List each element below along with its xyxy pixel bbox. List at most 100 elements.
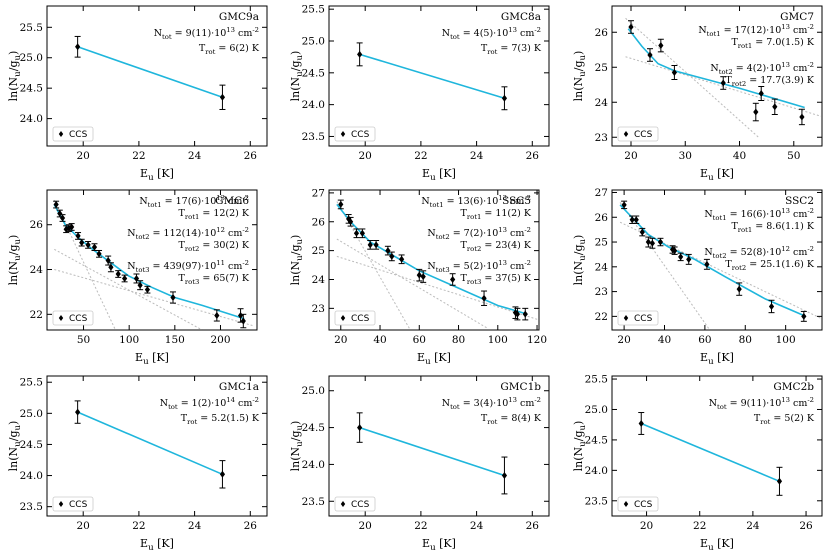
fit-annotation: Trot1 = 12(2) K: [179, 208, 250, 221]
point-marker: [801, 312, 807, 320]
x-axis-label: Eu [K]: [422, 537, 456, 552]
legend-box: [52, 496, 94, 512]
y-tick-label: 24.0: [20, 470, 43, 482]
point-marker: [399, 255, 405, 263]
fit-annotation: Ntot3 = 5(2)·1013 cm-2: [427, 259, 531, 274]
data-point: [137, 280, 144, 291]
data-point: [671, 65, 678, 80]
y-axis-label: ln(Nu/gu): [289, 235, 305, 286]
y-axis-label: ln(Nu/gu): [7, 421, 23, 472]
data-point: [74, 35, 81, 58]
data-point: [800, 310, 807, 322]
fit-annotation: Trot = 5.2(1.5) K: [181, 413, 260, 426]
axes-frame: [611, 375, 823, 517]
point-marker: [367, 241, 373, 249]
x-tick-label: 26: [244, 150, 258, 162]
data-point: [703, 258, 710, 270]
data-point: [514, 307, 521, 321]
y-tick-label: 25.0: [585, 404, 608, 416]
data-point: [237, 308, 244, 323]
legend-box: [617, 126, 659, 142]
y-tick-label: 22: [595, 311, 608, 323]
data-point: [768, 299, 775, 314]
y-tick-label: 27: [595, 187, 608, 199]
data-point: [449, 273, 456, 286]
y-tick-label: 23: [312, 303, 325, 315]
legend: CCS: [334, 310, 376, 326]
data-point: [105, 255, 112, 266]
chart-panel-gmc1b: 20 22 24 26 23.5 24.0 24.5 25.0 Eu [K] ln(Nu/gu) G…: [289, 375, 550, 552]
x-tick-label: 120: [527, 334, 547, 346]
panel-title: GMC1b: [500, 381, 541, 393]
fit-annotation: Trot = 5(2) K: [754, 413, 815, 426]
data-point: [649, 237, 656, 249]
y-tick-label: 24.0: [302, 459, 325, 471]
point-marker: [720, 79, 726, 87]
point-marker: [753, 108, 759, 116]
fit-annotation: Trot1 = 8.6(1.1) K: [731, 221, 814, 234]
point-marker: [758, 90, 764, 97]
fit-annotation: Ntot2 = 52(8)·1012 cm-2: [704, 245, 814, 260]
axes-frame: [611, 189, 823, 331]
x-axis-label: Eu [K]: [700, 351, 734, 367]
point-marker: [108, 263, 114, 271]
legend: CCS: [617, 496, 659, 512]
point-marker: [501, 94, 508, 102]
data-point: [337, 199, 344, 210]
data-point: [481, 290, 488, 306]
data-point: [639, 227, 646, 237]
chart-panel-ssc2: 20 40 60 80 100 22 23 24 25 26 27 Eu [K] ln(Nu/gu) SS…: [572, 187, 823, 367]
point-marker: [338, 200, 344, 208]
point-marker: [649, 239, 655, 247]
point-marker: [389, 252, 395, 260]
legend-label: CCS: [69, 130, 88, 140]
x-tick-label: 80: [452, 334, 465, 346]
fit-line: [53, 204, 245, 320]
point-marker: [353, 229, 360, 237]
data-point: [657, 237, 664, 247]
y-axis-label: ln(Nu/gu): [572, 51, 588, 102]
x-tick-label: 20: [359, 520, 372, 532]
legend-box: [52, 126, 94, 142]
legend-marker: [58, 131, 64, 137]
legend-box: [617, 496, 659, 512]
point-marker: [91, 243, 98, 251]
x-tick-label: 50: [787, 150, 800, 162]
fit-line: [359, 426, 505, 477]
x-tick-label: 200: [210, 334, 230, 346]
x-tick-label: 22: [414, 150, 427, 162]
y-tick-label: 24.5: [302, 67, 325, 79]
fit-annotation: Ntot = 1(2)·1014 cm-2: [160, 396, 259, 411]
x-tick-label: 60: [413, 334, 426, 346]
y-tick-label: 25.0: [20, 408, 43, 420]
legend-marker: [623, 315, 629, 321]
x-tick-label: 30: [679, 150, 692, 162]
legend-label: CCS: [634, 500, 653, 510]
fit-line: [627, 28, 805, 109]
data-point: [133, 273, 140, 284]
data-point: [356, 412, 363, 443]
fit-annotation: Trot2 = 23(4) K: [461, 240, 532, 253]
data-point: [638, 412, 645, 435]
legend: CCS: [334, 126, 376, 142]
legend: CCS: [52, 496, 94, 512]
y-tick-label: 24.0: [585, 465, 608, 477]
point-marker: [75, 408, 81, 416]
x-tick-label: 40: [373, 334, 386, 346]
y-tick-label: 23: [595, 132, 608, 144]
point-marker: [633, 216, 639, 224]
legend: CCS: [52, 310, 94, 326]
fit-annotation: Trot1 = 7.0(1.5) K: [731, 37, 814, 50]
point-marker: [373, 241, 379, 249]
y-tick-label: 25.0: [302, 385, 325, 397]
data-point: [170, 291, 176, 304]
axes-frame: [46, 189, 258, 331]
panel-title: GMC8a: [501, 11, 541, 23]
panel-title: SSC5: [502, 195, 531, 207]
panel-title: GMC7: [780, 11, 814, 23]
point-marker: [669, 245, 676, 253]
point-marker: [522, 310, 528, 318]
point-marker: [115, 270, 121, 278]
x-axis-label: Eu [K]: [140, 537, 174, 552]
